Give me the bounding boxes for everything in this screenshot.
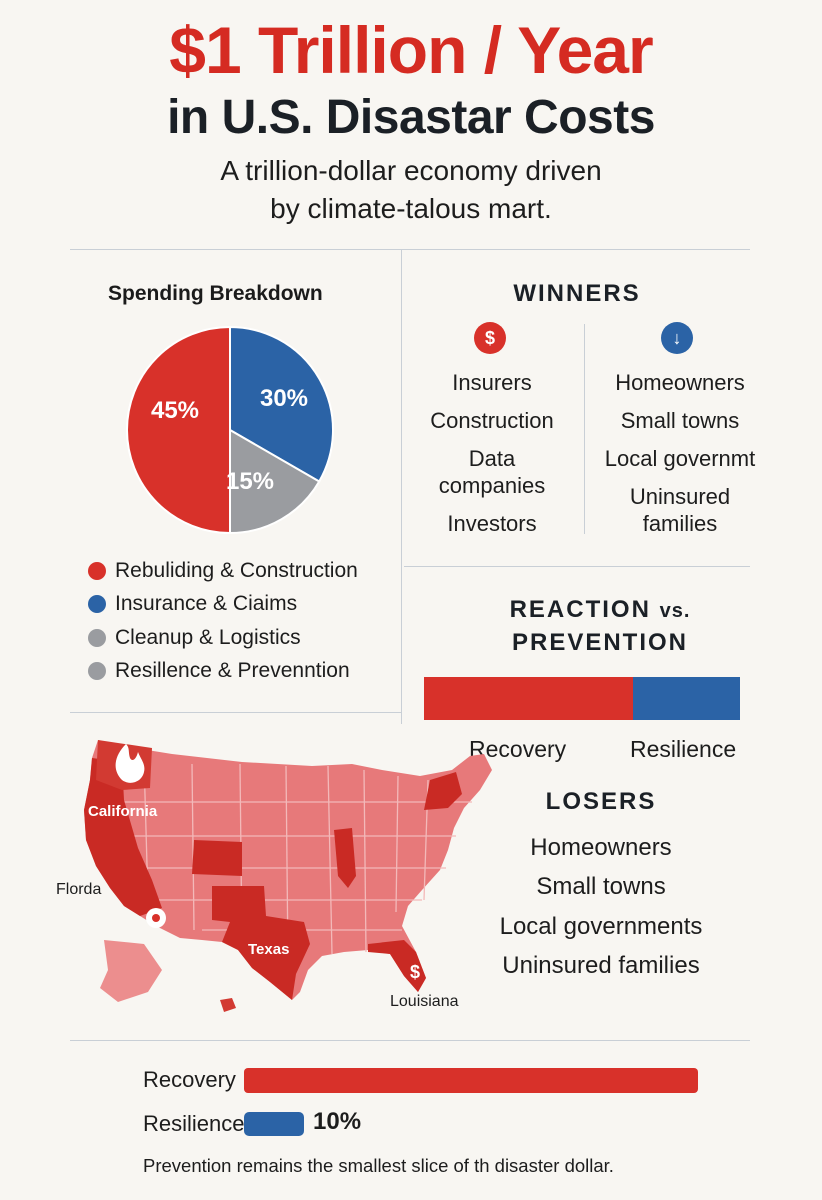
fire-icon — [115, 744, 145, 783]
divider-top — [70, 249, 750, 250]
alaska-state — [100, 940, 162, 1002]
headline-title: $1 Trillion / Year — [169, 13, 653, 87]
tagline-line-1: A trillion-dollar economy driven — [220, 155, 602, 186]
map-dollar-marker: $ — [410, 962, 420, 982]
reaction-bar — [424, 677, 740, 720]
footnote: Prevention remains the smallest slice of… — [143, 1155, 614, 1176]
reaction-title: REACTION vs. PREVENTION — [404, 594, 796, 659]
spending-legend: Rebuliding & Construction Insurance & Ci… — [88, 554, 358, 688]
map-label-texas: Texas — [248, 941, 289, 958]
pie-slice-cleanup — [229, 428, 321, 535]
hawaii-state — [220, 998, 236, 1012]
headline-subtitle: in U.S. Disastar Costs — [167, 91, 655, 144]
reaction-bar-resilience — [633, 677, 740, 720]
legend-item: Rebuliding & Construction — [88, 554, 358, 588]
side-item: Uninsured families — [629, 484, 731, 536]
reaction-bar-recovery — [424, 677, 633, 720]
pie-slice-rebuilding — [126, 325, 231, 535]
legend-label: Cleanup & Logistics — [115, 625, 301, 649]
us-mainland — [84, 740, 492, 1000]
bottom-bar-recovery — [244, 1068, 698, 1093]
hurricane-icon — [146, 908, 166, 928]
divider-right-mid — [404, 566, 750, 567]
colorado-state — [192, 840, 242, 876]
losers-item: Uninsured families — [502, 951, 700, 979]
side-item: Homeowners — [615, 370, 745, 395]
losers-side-list: Homeowners Small towns Local governmt Un… — [592, 369, 768, 548]
winners-list: Insurers Construction Data companies Inv… — [406, 369, 578, 548]
divider-winners — [584, 324, 585, 534]
legend-dot-red — [88, 561, 106, 580]
bottom-label-recovery: Recovery — [143, 1067, 236, 1092]
legend-label: Rebuliding & Construction — [115, 558, 358, 582]
winners-item: Data companies — [438, 446, 546, 498]
reaction-title-line2: PREVENTION — [511, 629, 689, 656]
map-label-california: California — [88, 803, 158, 820]
pie-label-cleanup: 15% — [226, 468, 274, 495]
tagline-line-2: by climate-talous mart. — [270, 193, 552, 224]
legend-dot-blue — [88, 595, 106, 614]
losers-title: LOSERS — [545, 788, 657, 815]
losers-item: Local governments — [499, 912, 703, 940]
illinois-state — [334, 828, 356, 888]
legend-label: Resillence & Prevenntion — [115, 659, 350, 683]
legend-item: Cleanup & Logistics — [88, 621, 358, 655]
bottom-bar-resilience — [244, 1112, 304, 1136]
side-item: Local governmt — [604, 446, 756, 471]
losers-item: Homeowners — [530, 834, 672, 861]
florida-state — [368, 940, 426, 992]
divider-left-bottom — [70, 712, 401, 713]
bottom-label-resilience: Resilience — [143, 1111, 245, 1136]
legend-dot-gray — [88, 662, 106, 681]
reaction-title-word: REACTION — [509, 596, 651, 623]
winners-title: WINNERS — [513, 280, 641, 307]
spending-title: Spending Breakdown — [108, 282, 323, 305]
legend-item: Resillence & Prevenntion — [88, 655, 358, 689]
legend-item: Insurance & Ciaims — [88, 588, 358, 622]
spending-pie-chart: 45% 30% 15% — [126, 325, 334, 535]
state-borders — [92, 759, 472, 963]
legend-label: Insurance & Ciaims — [115, 592, 298, 616]
winners-item: Insurers — [452, 370, 532, 395]
texas-state — [212, 886, 310, 1000]
dollar-icon: $ — [474, 322, 506, 354]
winners-item: Investors — [447, 511, 537, 536]
winners-item: Construction — [430, 408, 554, 433]
side-item: Small towns — [620, 408, 740, 433]
arrow-down-icon: ↓ — [661, 322, 693, 354]
california-state — [84, 758, 162, 916]
divider-center — [401, 250, 402, 724]
pie-label-rebuilding: 45% — [151, 397, 199, 424]
tagline: A trillion-dollar economy driven by clim… — [0, 152, 822, 228]
legend-dot-gray — [88, 628, 106, 647]
resilience-value: 10% — [313, 1108, 362, 1135]
us-map: California Florda Texas $ Louisiana — [56, 740, 492, 1012]
map-label-florida: Florda — [56, 881, 101, 898]
pie-label-insurance: 30% — [260, 385, 308, 412]
pie-slice-insurance — [229, 325, 334, 483]
reaction-title-vs: vs. — [659, 600, 691, 622]
losers-item: Small towns — [536, 873, 666, 901]
reaction-label-resilience: Resilience — [630, 736, 737, 762]
map-label-louisiana: Louisiana — [390, 993, 459, 1010]
divider-bottom — [70, 1040, 750, 1041]
losers-list: Homeowners Small towns Local governments… — [470, 832, 732, 989]
new-york-state — [424, 772, 462, 810]
